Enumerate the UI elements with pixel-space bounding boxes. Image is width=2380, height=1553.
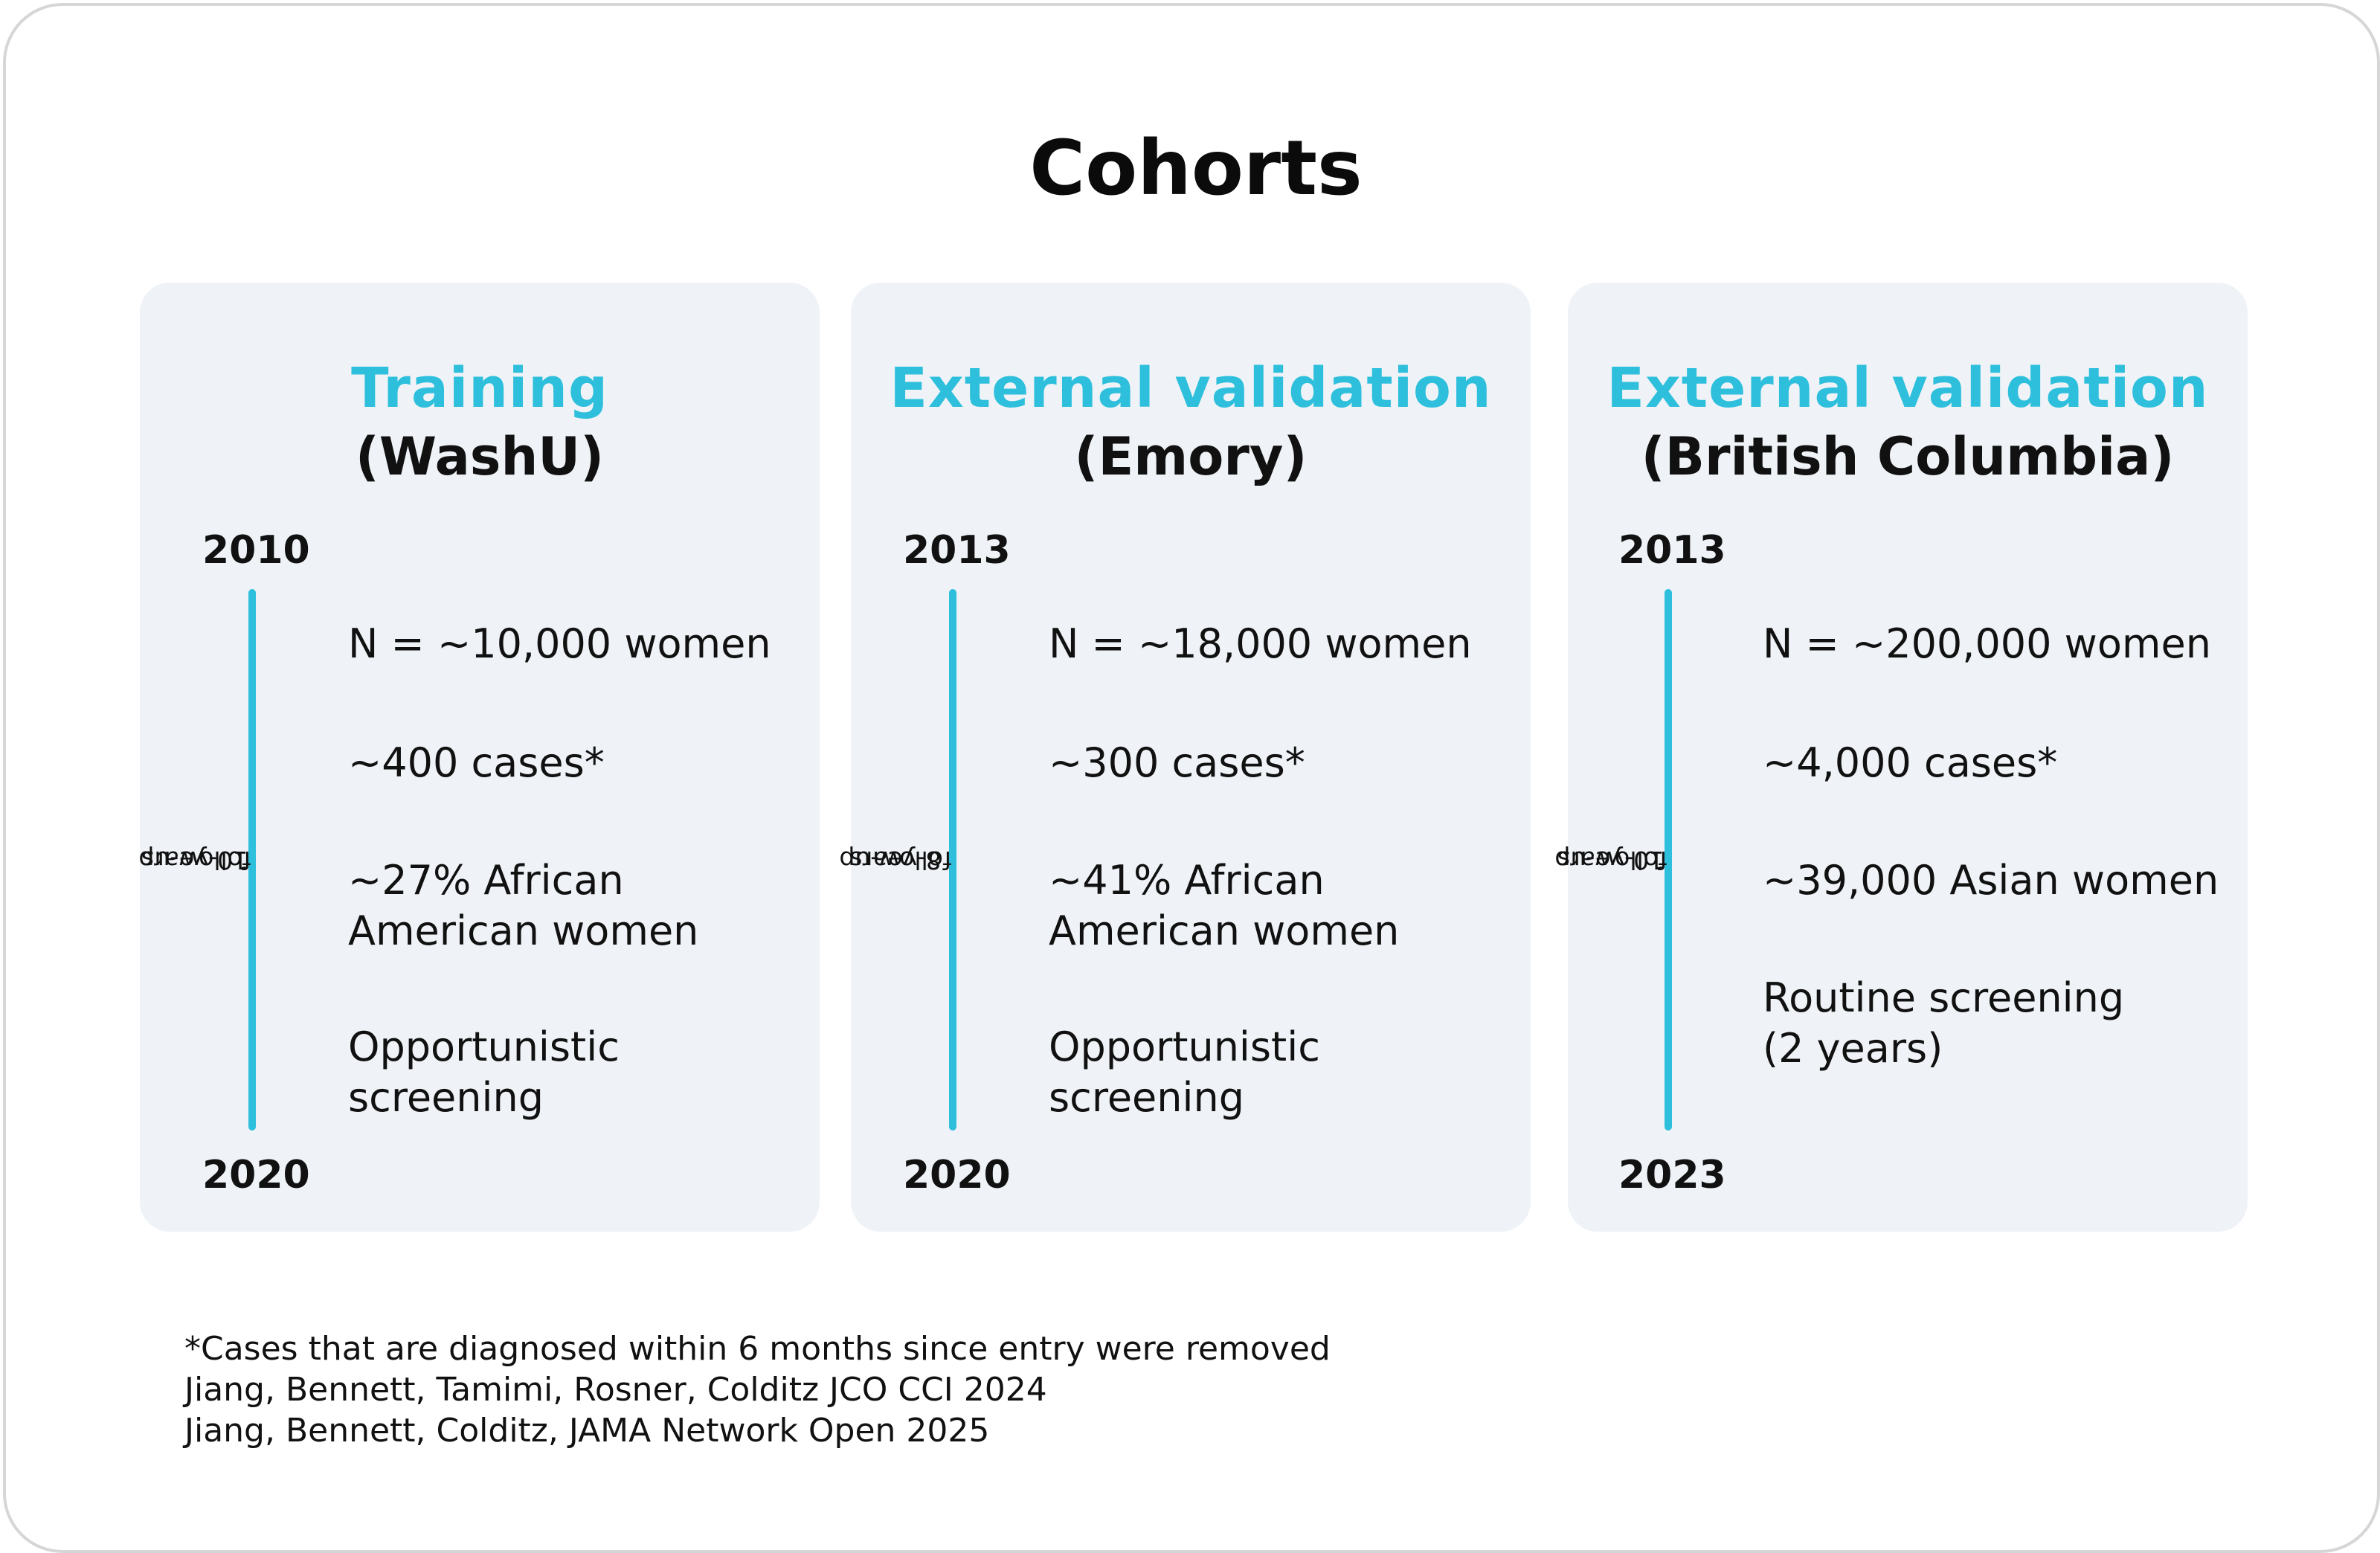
slide-frame: Cohorts Training (WashU) 2010 10-years fo… <box>3 3 2380 1553</box>
cohort-heading: Training (WashU) <box>140 354 820 491</box>
stat-population-line2: American women <box>348 907 699 954</box>
cohort-card-external-emory: External validation (Emory) 2013 8-years… <box>839 283 1531 1232</box>
reference-2: Jiang, Bennett, Colditz, JAMA Network Op… <box>184 1412 990 1450</box>
follow-up-text: follow-up <box>138 846 251 875</box>
stat-sample-size: N = ~200,000 women <box>1763 620 2211 667</box>
follow-up-text: follow-up <box>1554 846 1667 875</box>
stat-cases: ~300 cases* <box>1049 739 1305 786</box>
footnotes: *Cases that are diagnosed within 6 month… <box>184 1328 1331 1451</box>
start-year: 2010 <box>202 528 310 573</box>
reference-1: Jiang, Bennett, Tamimi, Rosner, Colditz … <box>184 1371 1047 1409</box>
cohort-site: (British Columbia) <box>1641 426 2175 487</box>
stat-population: ~39,000 Asian women <box>1763 857 2219 904</box>
cohort-label: External validation <box>1606 356 2209 420</box>
stat-sample-size: N = ~18,000 women <box>1049 620 1472 667</box>
cohort-stats: N = ~10,000 women ~400 cases* ~27% Afric… <box>348 619 809 1123</box>
slide-title: Cohorts <box>1029 124 1363 213</box>
start-year: 2013 <box>903 528 1011 573</box>
stat-screening: Opportunistic screening <box>348 1022 809 1123</box>
footnote-cases: *Cases that are diagnosed within 6 month… <box>184 1330 1331 1368</box>
stat-screening-line1: Opportunistic <box>348 1023 620 1070</box>
stat-cases: ~4,000 cases* <box>1763 739 2058 786</box>
stat-population-line2: American women <box>1049 907 1400 954</box>
start-year: 2013 <box>1618 528 1726 573</box>
follow-up-text: follow-up <box>839 846 952 875</box>
timeline-line <box>248 589 256 1131</box>
stat-screening-line2: screening <box>1049 1074 1245 1121</box>
cohort-stats: N = ~18,000 women ~300 cases* ~41% Afric… <box>1049 619 1517 1123</box>
stat-population: ~27% African American women <box>348 855 809 956</box>
stat-screening-line2: (2 years) <box>1763 1025 1943 1072</box>
cohort-heading: External validation (Emory) <box>851 354 1531 491</box>
cohort-site: (WashU) <box>355 426 605 487</box>
cohort-site: (Emory) <box>1074 426 1308 487</box>
end-year: 2020 <box>202 1153 310 1197</box>
stat-screening-line1: Routine screening <box>1763 974 2125 1021</box>
stat-population-line1: ~41% African <box>1049 857 1325 904</box>
cohort-card-external-british-columbia: External validation (British Columbia) 2… <box>1554 283 2248 1232</box>
end-year: 2023 <box>1618 1153 1726 1197</box>
stat-screening-line1: Opportunistic <box>1049 1023 1320 1070</box>
stat-population: ~41% African American women <box>1049 855 1517 956</box>
stat-screening: Routine screening (2 years) <box>1763 973 2239 1074</box>
stat-screening: Opportunistic screening <box>1049 1022 1517 1123</box>
cohort-label: Training <box>351 356 608 420</box>
cohort-card-training-washu: Training (WashU) 2010 10-years follow-up … <box>138 283 820 1232</box>
cohort-label: External validation <box>890 356 1492 420</box>
timeline-line <box>949 589 956 1131</box>
cohort-stats: N = ~200,000 women ~4,000 cases* ~39,000… <box>1763 619 2239 1074</box>
stat-sample-size: N = ~10,000 women <box>348 620 771 667</box>
stat-population-line1: ~27% African <box>348 857 624 904</box>
stat-cases: ~400 cases* <box>348 739 605 786</box>
cohort-heading: External validation (British Columbia) <box>1568 354 2248 491</box>
timeline-line <box>1665 589 1672 1131</box>
stat-screening-line2: screening <box>348 1074 544 1121</box>
end-year: 2020 <box>903 1153 1011 1197</box>
